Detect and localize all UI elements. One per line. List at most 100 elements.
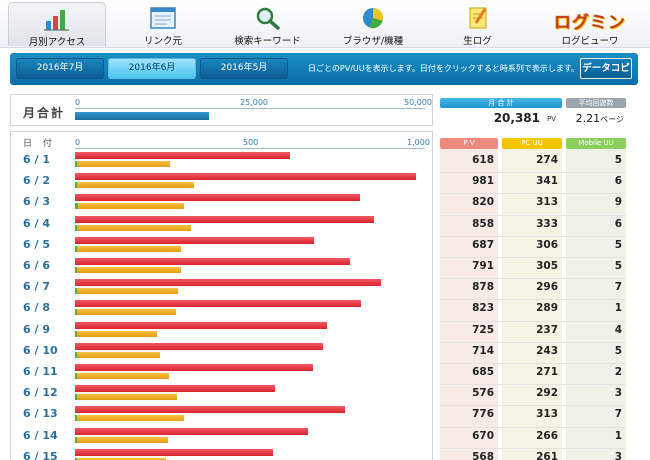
daily-row[interactable]: 6 / 14 <box>11 427 432 448</box>
daily-row[interactable]: 6 / 3 <box>11 193 432 214</box>
mobile-uu-bar <box>75 182 78 189</box>
month-sum-unit: PV <box>546 115 556 123</box>
row-divider <box>440 363 626 364</box>
pv-bar <box>75 279 381 287</box>
daily-row[interactable]: 6 / 8 <box>11 299 432 320</box>
pie-chart-icon <box>363 8 383 29</box>
month-button-2016-05[interactable]: 2016年5月 <box>200 58 288 79</box>
date-link[interactable]: 6 / 7 <box>23 280 50 294</box>
row-divider <box>440 278 626 280</box>
daily-row[interactable]: 6 / 13 <box>11 405 432 426</box>
date-link[interactable]: 6 / 3 <box>23 195 50 209</box>
row-divider <box>440 235 626 237</box>
row-divider <box>440 341 626 343</box>
pc-uu-cell: 341 <box>536 175 558 188</box>
pc-uu-bar <box>75 245 182 252</box>
mobile-uu-cell: 3 <box>614 387 622 400</box>
pc-uu-column-header: PC UU <box>502 138 562 149</box>
pc-uu-cell: 289 <box>536 302 558 315</box>
month-total-label: 月合計 <box>23 106 66 120</box>
mobile-uu-cell: 5 <box>614 344 622 357</box>
mobile-uu-cell: 2 <box>614 366 622 378</box>
nav-monthly-access[interactable]: 月別アクセス <box>8 2 106 48</box>
mobile-uu-column-header: Mobile UU <box>566 138 626 149</box>
month-selector-bar: 2016年7月 2016年6月 2016年5月 日ごとのPV/UUを表示します。… <box>10 53 638 93</box>
pv-cell: 776 <box>472 408 494 421</box>
date-link[interactable]: 6 / 9 <box>23 322 50 336</box>
row-divider <box>440 426 626 428</box>
magnifier-icon <box>256 7 280 30</box>
data-copy-button[interactable]: データコピー <box>580 58 632 93</box>
date-link[interactable]: 6 / 2 <box>23 174 50 188</box>
pv-bar <box>75 321 328 329</box>
date-link[interactable]: 6 / 13 <box>23 407 58 421</box>
scale-tick: 50,000 <box>404 98 432 107</box>
pc-uu-bar <box>75 224 191 231</box>
daily-row[interactable]: 6 / 12 <box>11 384 432 405</box>
daily-row[interactable]: 6 / 6 <box>11 257 432 278</box>
daily-row[interactable]: 6 / 5 <box>11 236 432 257</box>
mobile-uu-cell: 7 <box>614 408 622 421</box>
pv-cell: 858 <box>472 217 494 230</box>
pc-uu-cell: 243 <box>536 344 558 357</box>
daily-row[interactable]: 6 / 9 <box>11 321 432 342</box>
date-link[interactable]: 6 / 4 <box>23 216 50 230</box>
nav-label: 検索キーワード <box>234 36 301 47</box>
window-list-icon <box>150 7 176 29</box>
scale-axis <box>75 108 425 109</box>
notepad-pencil-icon <box>469 7 486 29</box>
scale-tick: 25,000 <box>240 98 268 107</box>
date-link[interactable]: 6 / 8 <box>23 301 50 315</box>
avg-pages-box: 平均回遊数 2.21ページ <box>566 98 626 126</box>
date-link[interactable]: 6 / 15 <box>23 449 58 460</box>
mobile-uu-bar <box>75 394 77 401</box>
daily-row[interactable]: 6 / 11 <box>11 363 432 384</box>
mobile-uu-bar <box>75 457 77 460</box>
pv-cell: 823 <box>472 302 494 315</box>
pc-uu-bar <box>75 415 184 422</box>
month-sum-value: 20,381 <box>493 111 540 125</box>
date-link[interactable]: 6 / 10 <box>23 343 58 357</box>
nav-referrer[interactable]: リンク元 <box>118 2 208 47</box>
date-link[interactable]: 6 / 1 <box>23 153 50 166</box>
pv-cell: 981 <box>472 175 494 188</box>
nav-log-viewer[interactable]: ログミン ログビューワ <box>538 2 642 47</box>
daily-row[interactable]: 6 / 1 <box>11 151 432 172</box>
pc-uu-bar <box>75 436 168 443</box>
pc-uu-cell: 261 <box>536 450 558 460</box>
nav-browser-device[interactable]: ブラウザ/機種 <box>328 2 418 47</box>
date-link[interactable]: 6 / 12 <box>23 386 58 400</box>
pv-bar <box>75 406 346 414</box>
month-button-2016-06[interactable]: 2016年6月 <box>108 58 196 79</box>
daily-row[interactable]: 6 / 2 <box>11 172 432 193</box>
daily-row[interactable]: 6 / 10 <box>11 342 432 363</box>
pv-bar <box>75 385 276 393</box>
scale-tick: 0 <box>75 138 81 147</box>
nav-raw-log[interactable]: 生ログ <box>430 2 525 47</box>
pc-uu-bar <box>75 182 194 189</box>
pc-uu-cell: 237 <box>536 323 558 336</box>
row-divider <box>440 405 626 407</box>
pc-uu-bar <box>75 161 171 167</box>
date-link[interactable]: 6 / 5 <box>23 237 50 251</box>
nav-search-keyword[interactable]: 検索キーワード <box>220 2 315 47</box>
nav-label: リンク元 <box>143 36 182 47</box>
date-link[interactable]: 6 / 14 <box>23 428 58 442</box>
pv-cell: 820 <box>472 196 494 209</box>
date-link[interactable]: 6 / 11 <box>23 365 58 378</box>
mobile-uu-bar <box>75 351 77 358</box>
pc-uu-bar <box>75 351 160 358</box>
bar-chart-icon <box>44 10 69 31</box>
pv-bar <box>75 300 362 308</box>
month-sum-box: 月 合 計 20,381 PV <box>440 98 562 126</box>
row-divider <box>440 320 626 322</box>
pc-uu-bar <box>75 288 178 295</box>
daily-row[interactable]: 6 / 7 <box>11 278 432 299</box>
pv-cell: 618 <box>472 154 494 166</box>
pc-uu-bar <box>75 457 166 460</box>
mobile-uu-bar <box>75 161 77 167</box>
date-link[interactable]: 6 / 6 <box>23 259 50 272</box>
daily-row[interactable]: 6 / 15 <box>11 448 432 460</box>
daily-row[interactable]: 6 / 4 <box>11 215 432 236</box>
month-button-2016-07[interactable]: 2016年7月 <box>16 58 104 79</box>
